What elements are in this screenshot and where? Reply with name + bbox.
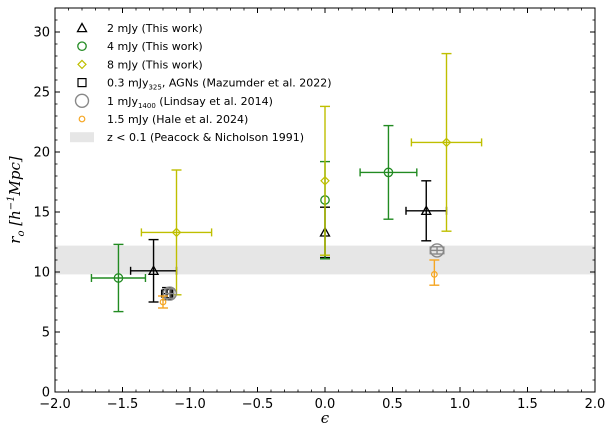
series-2-point-1 — [320, 105, 330, 256]
series-5-point-1 — [429, 259, 440, 286]
x-tick-label: 1.0 — [450, 397, 471, 412]
legend-band-swatch — [70, 132, 94, 143]
legend-marker — [74, 93, 90, 109]
series-0-point-2 — [405, 180, 448, 242]
x-tick-label: 0.5 — [382, 397, 403, 412]
x-tick-label: 0.0 — [315, 397, 336, 412]
x-tick-label: −1.0 — [174, 397, 206, 412]
legend-marker — [76, 22, 88, 33]
series-5-point-0 — [158, 295, 168, 309]
legend-label: 1 mJy1400 (Lindsay et al. 2014) — [107, 95, 273, 110]
data-marker — [430, 271, 438, 278]
legend-item-4: 1 mJy1400 (Lindsay et al. 2014) — [74, 93, 273, 110]
legend-label-rest: (Lindsay et al. 2014) — [156, 95, 273, 108]
y-tick-label: 0 — [42, 386, 50, 401]
data-marker — [159, 298, 167, 306]
data-marker — [147, 264, 160, 276]
legend-label: 4 mJy (This work) — [107, 40, 203, 53]
legend-marker — [77, 41, 87, 52]
x-tick-label: 2.0 — [585, 397, 606, 412]
x-tick-label: −1.5 — [107, 397, 139, 412]
legend-label-rest: , AGNs (Mazumder et al. 2022) — [162, 77, 332, 90]
x-tick-label: −0.5 — [242, 397, 274, 412]
points-layer — [90, 52, 483, 313]
legend-marker — [77, 59, 87, 70]
series-1-point-0 — [90, 243, 147, 313]
y-tick-label: 20 — [33, 146, 50, 161]
legend-item-0: 2 mJy (This work) — [76, 22, 203, 35]
y-axis-label: ro [h−1Mpc] — [6, 156, 27, 244]
series-1-point-2 — [359, 124, 418, 220]
series-0 — [129, 180, 448, 303]
series-5 — [158, 259, 440, 309]
legend-marker — [77, 77, 87, 88]
x-tick-label: −2.0 — [39, 397, 71, 412]
legend-item-band: z < 0.1 (Peacock & Nicholson 1991) — [70, 131, 304, 144]
y-tick-label: 10 — [33, 266, 50, 281]
legend-marker — [78, 115, 86, 123]
data-marker — [113, 273, 124, 283]
y-axis-label-sub: o — [16, 231, 27, 237]
data-marker — [429, 243, 445, 258]
series-4 — [162, 243, 445, 301]
legend-label: 0.3 mJy325, AGNs (Mazumder et al. 2022) — [107, 77, 332, 92]
ticks-layer: −2.0 −1.5 −1.0 −0.5 0.0 0.5 1.0 1.5 2.0 0 5 10 15 20 2… — [33, 7, 606, 412]
data-marker — [171, 227, 182, 238]
legend-item-2: 8 mJy (This work) — [77, 58, 203, 71]
series-2 — [140, 52, 483, 296]
x-axis-label: ϵ — [321, 409, 330, 427]
legend-label: 1.5 mJy (Hale et al. 2024) — [107, 113, 248, 126]
data-marker — [441, 137, 452, 148]
x-tick-label: 1.5 — [517, 397, 538, 412]
series-2-point-0 — [140, 169, 213, 296]
legend-item-1: 4 mJy (This work) — [77, 40, 203, 53]
legend: 2 mJy (This work) 4 mJy (This work) 8 mJy … — [70, 22, 332, 144]
legend-label: 8 mJy (This work) — [107, 58, 203, 71]
data-marker — [383, 167, 394, 178]
data-marker — [420, 204, 432, 216]
series-2-point-2 — [410, 52, 483, 232]
legend-band-label: z < 0.1 (Peacock & Nicholson 1991) — [107, 131, 304, 144]
y-tick-label: 30 — [33, 26, 50, 41]
legend-label: 2 mJy (This work) — [107, 22, 203, 35]
y-tick-label: 25 — [33, 86, 50, 101]
series-4-point-1 — [429, 243, 445, 258]
legend-subscript: 325 — [148, 84, 161, 92]
legend-subscript: 1400 — [138, 102, 156, 110]
y-tick-label: 5 — [42, 326, 50, 341]
data-marker — [162, 286, 177, 301]
series-4-point-0 — [162, 286, 177, 301]
y-tick-label: 15 — [33, 206, 50, 221]
legend-item-3: 0.3 mJy325, AGNs (Mazumder et al. 2022) — [77, 77, 332, 92]
y-axis-label-ro: r — [6, 236, 24, 244]
data-marker — [320, 175, 330, 186]
series-1 — [90, 124, 418, 313]
legend-item-5: 1.5 mJy (Hale et al. 2024) — [78, 113, 248, 126]
